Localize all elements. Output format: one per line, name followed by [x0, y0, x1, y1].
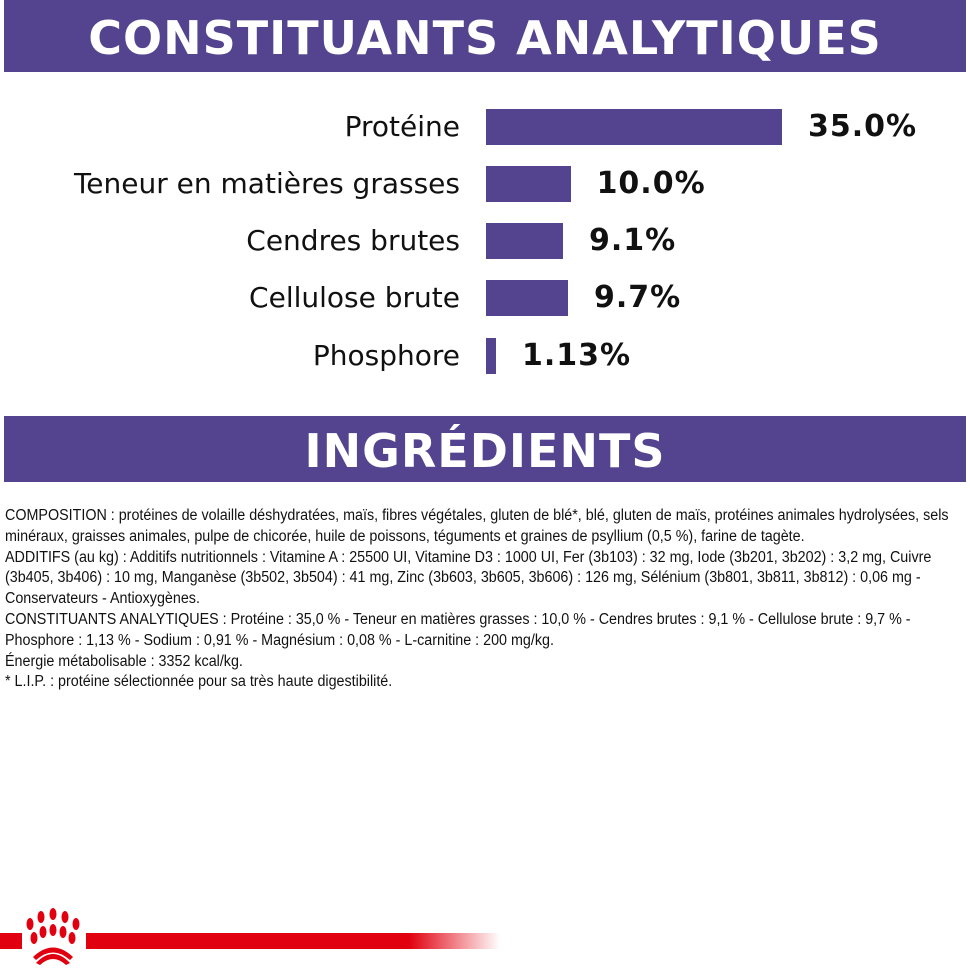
- energy-paragraph: Énergie métabolisable : 3352 kcal/kg.: [5, 652, 243, 670]
- red-stripe-right: [86, 933, 500, 949]
- ingredients-text: COMPOSITION : protéines de volaille désh…: [5, 506, 968, 693]
- value-label: 1.13%: [522, 338, 632, 373]
- chart-row: Phosphore 1.13%: [0, 336, 970, 376]
- additives-paragraph: ADDITIFS (au kg) : Additifs nutritionnel…: [5, 548, 932, 608]
- category-label: Cendres brutes: [246, 224, 460, 257]
- chart-row: Teneur en matières grasses 10.0%: [0, 164, 970, 204]
- value-label: 9.1%: [588, 223, 677, 258]
- category-label: Cellulose brute: [249, 281, 460, 314]
- composition-paragraph: COMPOSITION : protéines de volaille désh…: [5, 507, 949, 545]
- bar: [486, 223, 563, 259]
- analytical-paragraph: CONSTITUANTS ANALYTIQUES : Protéine : 35…: [5, 610, 911, 649]
- chart-row: Protéine 35.0%: [0, 107, 970, 147]
- bar: [486, 109, 782, 145]
- bar: [486, 338, 496, 374]
- bar: [486, 280, 569, 316]
- footnote: * L.I.P. : protéine sélectionnée pour sa…: [5, 673, 393, 691]
- chart-row: Cendres brutes 9.1%: [0, 221, 970, 261]
- chart-row: Cellulose brute 9.7%: [0, 278, 970, 318]
- section-header-analytical: CONSTITUANTS ANALYTIQUES: [4, 0, 966, 72]
- category-label: Teneur en matières grasses: [73, 167, 460, 200]
- royal-canin-logo: [0, 908, 500, 965]
- value-label: 9.7%: [594, 280, 682, 315]
- value-label: 10.0%: [596, 166, 706, 201]
- category-label: Phosphore: [312, 339, 460, 372]
- value-label: 35.0%: [808, 109, 918, 144]
- crown-icon: [26, 908, 80, 965]
- bar: [486, 166, 571, 202]
- red-stripe-left: [0, 933, 22, 949]
- category-label: Protéine: [344, 110, 460, 143]
- section-header-ingredients: INGRÉDIENTS: [4, 416, 966, 482]
